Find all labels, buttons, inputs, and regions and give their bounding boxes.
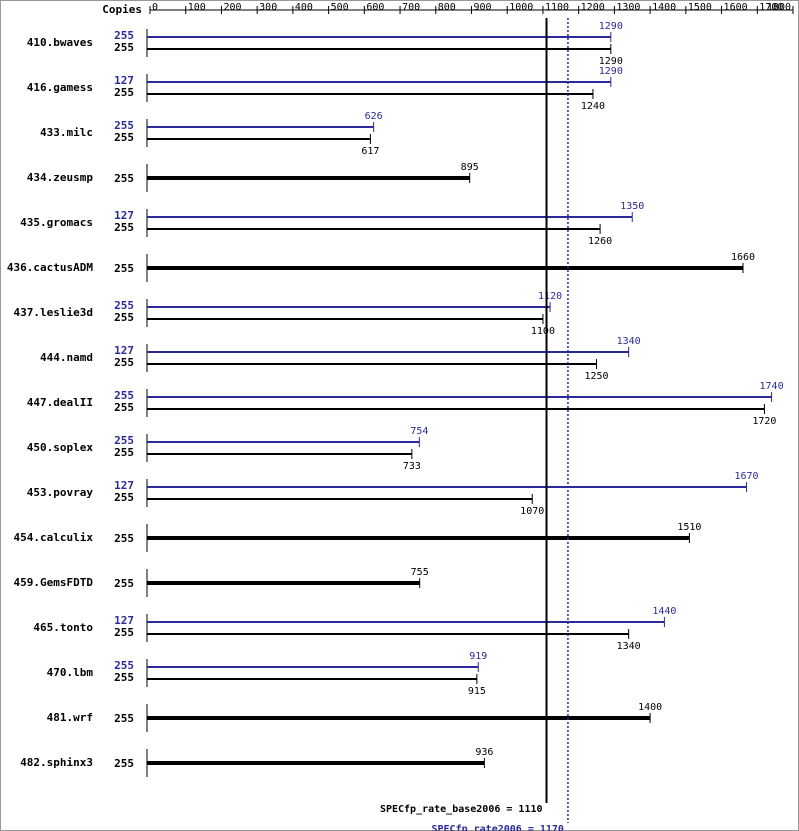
value-label: 1100 [531, 326, 555, 337]
category-label: 450.soplex [27, 441, 94, 454]
x-tick-label: 700 [402, 2, 420, 13]
value-label: 1660 [731, 252, 755, 263]
x-tick-label: 900 [474, 2, 492, 13]
value-label: 1260 [588, 236, 612, 247]
value-label: 626 [365, 111, 383, 122]
category-label: 436.cactusADM [7, 261, 93, 274]
value-label: 936 [475, 747, 493, 758]
copies-label: 255 [114, 434, 134, 447]
category-label: 465.tonto [33, 621, 93, 634]
value-label: 1250 [584, 371, 608, 382]
value-label: 1350 [620, 201, 644, 212]
copies-header: Copies [102, 3, 142, 16]
value-label: 895 [461, 162, 479, 173]
copies-label: 255 [114, 356, 134, 369]
value-label: 1440 [652, 606, 676, 617]
reference-label: SPECfp_rate_base2006 = 1110 [380, 804, 543, 815]
value-label: 1120 [538, 291, 562, 302]
value-label: 1240 [581, 101, 605, 112]
category-label: 410.bwaves [27, 36, 93, 49]
x-tick-label: 100 [188, 2, 206, 13]
x-tick-label: 800 [438, 2, 456, 13]
category-label: 435.gromacs [20, 216, 93, 229]
copies-label: 255 [114, 659, 134, 672]
copies-label: 255 [114, 446, 134, 459]
value-label: 1290 [599, 56, 623, 67]
x-tick-label: 0 [152, 2, 158, 13]
x-tick-label: 1300 [616, 2, 640, 13]
value-label: 1720 [752, 416, 776, 427]
value-label: 1290 [599, 21, 623, 32]
value-label: 1510 [677, 522, 701, 533]
copies-label: 127 [114, 344, 134, 357]
category-label: 470.lbm [47, 666, 94, 679]
x-tick-label: 1600 [724, 2, 748, 13]
copies-label: 255 [114, 577, 134, 590]
x-tick-label: 1500 [688, 2, 712, 13]
x-tick-label: 1000 [509, 2, 533, 13]
copies-label: 255 [114, 712, 134, 725]
x-tick-label: 300 [259, 2, 277, 13]
value-label: 1290 [599, 66, 623, 77]
copies-label: 127 [114, 209, 134, 222]
copies-label: 255 [114, 491, 134, 504]
copies-label: 127 [114, 614, 134, 627]
value-label: 754 [410, 426, 428, 437]
value-label: 1400 [638, 702, 662, 713]
copies-label: 255 [114, 389, 134, 402]
copies-label: 255 [114, 671, 134, 684]
copies-label: 255 [114, 532, 134, 545]
category-label: 444.namd [40, 351, 93, 364]
category-label: 482.sphinx3 [20, 756, 93, 769]
x-tick-label: 1100 [545, 2, 569, 13]
value-label: 1670 [735, 471, 759, 482]
value-label: 1340 [617, 641, 641, 652]
value-label: 755 [411, 567, 429, 578]
category-label: 416.gamess [27, 81, 93, 94]
category-label: 434.zeusmp [27, 171, 94, 184]
value-label: 733 [403, 461, 421, 472]
x-tick-label: 600 [366, 2, 384, 13]
copies-label: 255 [114, 131, 134, 144]
x-tick-label: 1800 [767, 2, 791, 13]
copies-label: 255 [114, 29, 134, 42]
copies-label: 255 [114, 757, 134, 770]
x-tick-label: 1700 [759, 2, 783, 13]
x-tick-label: 500 [331, 2, 349, 13]
category-label: 437.leslie3d [14, 306, 93, 319]
copies-label: 255 [114, 221, 134, 234]
category-label: 459.GemsFDTD [14, 576, 94, 589]
value-label: 915 [468, 686, 486, 697]
x-tick-label: 200 [223, 2, 241, 13]
copies-label: 255 [114, 299, 134, 312]
copies-label: 255 [114, 172, 134, 185]
copies-label: 255 [114, 119, 134, 132]
value-label: 1340 [617, 336, 641, 347]
reference-label: SPECfp_rate2006 = 1170 [431, 824, 563, 831]
category-label: 481.wrf [47, 711, 93, 724]
category-label: 454.calculix [14, 531, 94, 544]
copies-label: 255 [114, 41, 134, 54]
x-tick-label: 400 [295, 2, 313, 13]
copies-label: 127 [114, 74, 134, 87]
copies-label: 255 [114, 86, 134, 99]
copies-label: 127 [114, 479, 134, 492]
x-tick-label: 1200 [581, 2, 605, 13]
copies-label: 255 [114, 626, 134, 639]
value-label: 617 [361, 146, 379, 157]
copies-label: 255 [114, 262, 134, 275]
value-label: 1740 [760, 381, 784, 392]
category-label: 453.povray [27, 486, 94, 499]
copies-label: 255 [114, 311, 134, 324]
x-tick-label: 1400 [652, 2, 676, 13]
copies-label: 255 [114, 401, 134, 414]
value-label: 919 [469, 651, 487, 662]
category-label: 433.milc [40, 126, 93, 139]
category-label: 447.dealII [27, 396, 93, 409]
value-label: 1070 [520, 506, 544, 517]
